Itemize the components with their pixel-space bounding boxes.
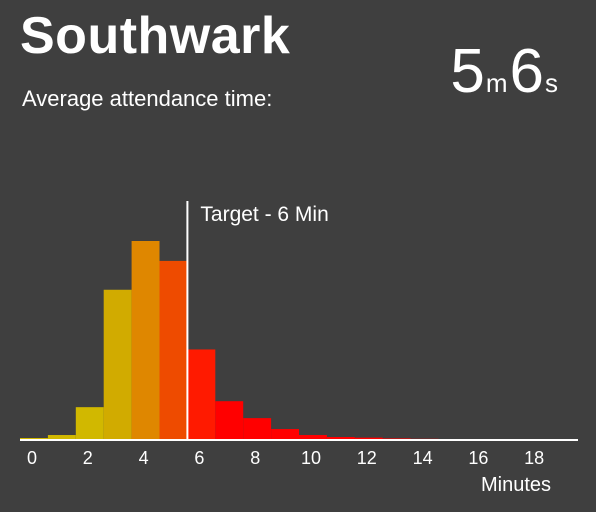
- borough-title: Southwark: [20, 7, 291, 65]
- histogram-bar: [103, 289, 132, 440]
- histogram-bar: [47, 435, 76, 440]
- histogram-bar: [271, 429, 299, 440]
- histogram-bar: [159, 260, 188, 440]
- average-attendance-label: Average attendance time:: [22, 86, 273, 111]
- histogram-bar: [131, 241, 160, 440]
- x-tick-label: 0: [27, 448, 37, 468]
- histogram-bar: [326, 437, 355, 440]
- histogram-bar: [215, 401, 244, 440]
- histogram-bar: [75, 407, 104, 440]
- histogram-bar: [243, 418, 272, 440]
- minutes-unit: m: [485, 68, 508, 98]
- x-axis-ticks: 0 2 4 6 8 10 12 14 16 18: [27, 448, 544, 468]
- x-tick-label: 18: [524, 448, 544, 468]
- histogram-bars: [20, 241, 467, 440]
- x-tick-label: 2: [83, 448, 93, 468]
- histogram-bar: [187, 349, 216, 440]
- seconds-value: 6: [509, 37, 544, 106]
- x-tick-label: 6: [194, 448, 204, 468]
- histogram-bar: [354, 437, 383, 440]
- target-label: Target - 6 Min: [200, 203, 328, 226]
- x-axis-label: Minutes: [481, 474, 551, 496]
- histogram-bar: [299, 435, 327, 440]
- x-tick-label: 16: [468, 448, 488, 468]
- seconds-unit: s: [545, 68, 558, 98]
- x-tick-label: 10: [301, 448, 321, 468]
- x-tick-label: 4: [139, 448, 149, 468]
- average-attendance-time: 5m6s: [450, 36, 560, 107]
- x-tick-label: 8: [250, 448, 260, 468]
- x-tick-label: 14: [413, 448, 433, 468]
- x-tick-label: 12: [357, 448, 377, 468]
- minutes-value: 5: [450, 37, 485, 106]
